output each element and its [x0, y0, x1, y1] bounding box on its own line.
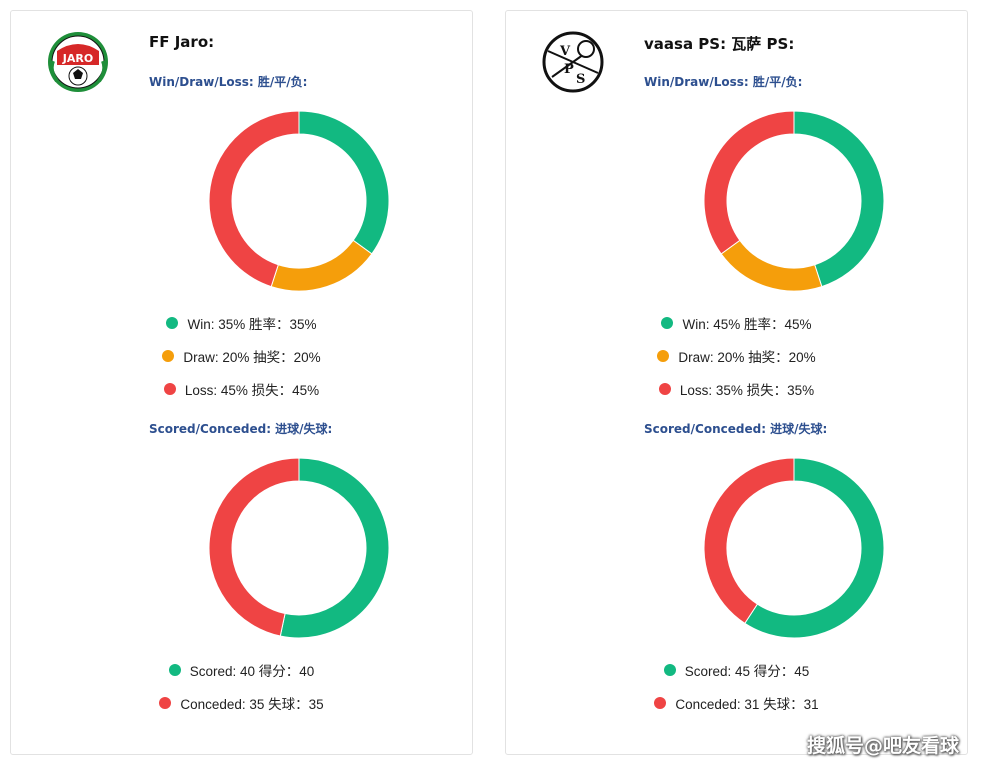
- legend-item-win: Win: 35% 胜率：35%: [11, 313, 472, 333]
- record-donut-chart: [208, 110, 390, 292]
- donut-slice-scored[interactable]: [744, 457, 885, 639]
- donut-center-tooltip: Scored 40: [279, 498, 320, 542]
- donut-slice-scored[interactable]: [279, 457, 390, 639]
- legend-item-loss: Loss: 45% 损失：45%: [11, 379, 472, 399]
- record-section-label: Win/Draw/Loss: 胜/平/负:: [149, 75, 308, 89]
- donut-slice-loss[interactable]: [208, 110, 300, 288]
- team-card-vaasa-ps: V P S vaasa PS: 瓦萨 PS: Win/Draw/Loss: 胜/…: [505, 10, 968, 755]
- goals-donut-chart: [703, 457, 885, 639]
- legend-dot-loss: [163, 383, 176, 395]
- legend-dot-conceded: [159, 697, 172, 709]
- legend-text-win: Win: 35% 胜率：35%: [187, 317, 317, 332]
- legend-item-draw: Draw: 20% 抽奖：20%: [11, 346, 472, 366]
- svg-text:S: S: [576, 72, 585, 87]
- svg-text:V: V: [559, 44, 571, 59]
- team-card-ff-jaro: JARO FF Jaro: Win/Draw/Loss: 胜/平/负: Win:…: [10, 10, 473, 755]
- donut-slice-conceded[interactable]: [703, 457, 795, 625]
- legend-dot-loss: [658, 383, 671, 395]
- goals-section-label: Scored/Conceded: 进球/失球:: [644, 422, 828, 436]
- record-section-label: Win/Draw/Loss: 胜/平/负:: [644, 75, 803, 89]
- donut-slice-draw[interactable]: [720, 239, 823, 292]
- team-name: vaasa PS: 瓦萨 PS:: [644, 35, 795, 53]
- legend-item-win: Win: 45% 胜率：45%: [506, 313, 967, 333]
- legend-item-scored: Scored: 40 得分：40: [11, 660, 472, 680]
- legend-dot-draw: [162, 350, 175, 362]
- record-donut-chart: [703, 110, 885, 292]
- legend-dot-win: [661, 317, 674, 329]
- donut-slice-draw[interactable]: [270, 239, 373, 292]
- legend-text-conceded: Conceded: 35 失球：35: [180, 697, 324, 712]
- legend-text-win: Win: 45% 胜率：45%: [682, 317, 812, 332]
- goals-section-label: Scored/Conceded: 进球/失球:: [149, 422, 333, 436]
- svg-text:P: P: [564, 62, 574, 77]
- legend-dot-draw: [657, 350, 670, 362]
- legend-item-draw: Draw: 20% 抽奖：20%: [506, 346, 967, 366]
- goals-donut-chart: [208, 457, 390, 639]
- legend-item-conceded: Conceded: 31 失球：31: [506, 693, 967, 713]
- legend-dot-scored: [168, 664, 181, 676]
- donut-slice-win[interactable]: [298, 110, 390, 255]
- legend-item-conceded: Conceded: 35 失球：35: [11, 693, 472, 713]
- legend-text-draw: Draw: 20% 抽奖：20%: [183, 350, 321, 365]
- donut-slice-win[interactable]: [793, 110, 885, 288]
- legend-text-draw: Draw: 20% 抽奖：20%: [678, 350, 816, 365]
- donut-slice-loss[interactable]: [703, 110, 795, 255]
- legend-text-conceded: Conceded: 31 失球：31: [675, 697, 819, 712]
- logo-text: JARO: [62, 52, 93, 65]
- tooltip-label: Scored: [279, 502, 320, 516]
- legend-text-scored: Scored: 45 得分：45: [684, 664, 810, 679]
- vps-crest-icon: V P S: [542, 31, 604, 93]
- ff-jaro-crest-icon: JARO: [48, 32, 108, 92]
- legend-item-scored: Scored: 45 得分：45: [506, 660, 967, 680]
- legend-dot-win: [166, 317, 179, 329]
- donut-slice-conceded[interactable]: [208, 457, 300, 637]
- legend-item-loss: Loss: 35% 损失：35%: [506, 379, 967, 399]
- team-name: FF Jaro:: [149, 33, 215, 51]
- legend-text-loss: Loss: 35% 损失：35%: [679, 383, 815, 398]
- legend-dot-scored: [663, 664, 676, 676]
- legend-text-scored: Scored: 40 得分：40: [189, 664, 315, 679]
- legend-dot-conceded: [654, 697, 667, 709]
- tooltip-value: 40: [279, 524, 293, 538]
- watermark: 搜狐号@吧友看球: [806, 735, 959, 757]
- legend-text-loss: Loss: 45% 损失：45%: [184, 383, 320, 398]
